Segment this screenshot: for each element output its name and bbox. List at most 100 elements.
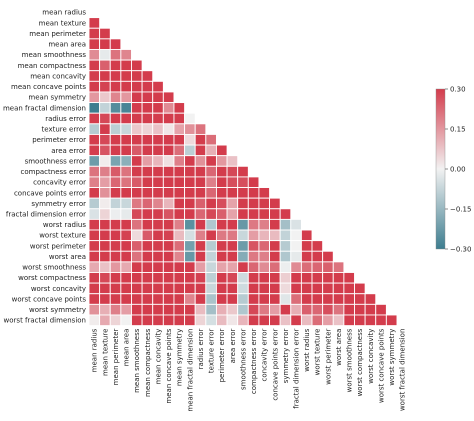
- heatmap-cell: [247, 218, 260, 231]
- heatmap-cell: [88, 176, 101, 188]
- heatmap-cell: [88, 197, 101, 210]
- heatmap-cell: [258, 282, 270, 295]
- heatmap-cell: [194, 272, 207, 284]
- heatmap-cell: [141, 272, 154, 284]
- y-tick-label: worst symmetry: [29, 306, 86, 314]
- colorbar-tick-label: 0.15: [450, 125, 466, 133]
- heatmap-cell: [173, 133, 186, 146]
- heatmap-cell: [194, 303, 207, 316]
- heatmap-cell: [88, 218, 101, 231]
- colorbar-tick-label: −0.15: [450, 205, 471, 213]
- y-tick-label: mean perimeter: [29, 30, 86, 38]
- x-tick-label: mean concavity: [154, 329, 162, 385]
- heatmap-cell: [237, 261, 249, 273]
- heatmap-cell: [205, 261, 217, 273]
- heatmap-cell: [343, 303, 355, 316]
- heatmap-cell: [332, 303, 345, 316]
- x-tick-label: worst perimeter: [324, 328, 332, 384]
- heatmap-cell: [300, 261, 313, 273]
- heatmap-cell: [226, 155, 239, 167]
- heatmap-cell: [141, 80, 154, 93]
- heatmap-cell: [131, 176, 143, 188]
- heatmap-cell: [131, 112, 143, 125]
- heatmap-cell: [109, 176, 122, 188]
- heatmap-cell: [247, 293, 260, 305]
- heatmap-cell: [88, 80, 101, 93]
- heatmap-cell: [205, 282, 217, 295]
- heatmap-cell: [109, 165, 122, 178]
- heatmap-cell: [162, 314, 175, 327]
- heatmap-cell: [99, 218, 111, 231]
- heatmap-cell: [194, 165, 207, 178]
- heatmap-cell: [109, 208, 122, 220]
- heatmap-cell: [131, 187, 143, 199]
- heatmap-cell: [141, 112, 154, 125]
- heatmap-cell: [88, 165, 101, 178]
- colorbar-ticks: 0.30 0.15 0.00 −0.15 −0.30: [445, 85, 471, 253]
- heatmap-cell: [109, 123, 122, 135]
- heatmap-cell: [120, 176, 132, 188]
- heatmap-cell: [184, 218, 196, 231]
- heatmap-cell: [332, 314, 345, 327]
- heatmap-cell: [109, 49, 122, 61]
- heatmap-cell: [88, 314, 101, 327]
- heatmap-cell: [290, 261, 302, 273]
- heatmap-cell: [258, 261, 270, 273]
- heatmap-cell: [226, 303, 239, 316]
- heatmap-cell: [162, 112, 175, 125]
- heatmap-cell: [269, 250, 281, 263]
- heatmap-cell: [247, 197, 260, 210]
- heatmap-cell: [109, 155, 122, 167]
- y-tick-label: mean texture: [39, 19, 86, 27]
- heatmap-cell: [152, 208, 164, 220]
- heatmap-cell: [109, 218, 122, 231]
- heatmap-cell: [269, 303, 281, 316]
- heatmap-cell: [247, 303, 260, 316]
- heatmap-cell: [152, 240, 164, 252]
- heatmap-cell: [247, 314, 260, 327]
- heatmap-cell: [120, 165, 132, 178]
- heatmap-cell: [109, 38, 122, 50]
- heatmap-cell: [184, 208, 196, 220]
- heatmap-cell: [141, 261, 154, 273]
- heatmap-cell: [109, 80, 122, 93]
- heatmap-cell: [141, 218, 154, 231]
- heatmap-cell: [141, 155, 154, 167]
- heatmap-cell: [279, 303, 292, 316]
- x-tick-label: mean compactness: [144, 328, 152, 397]
- heatmap-cell: [184, 155, 196, 167]
- heatmap-cell: [258, 272, 270, 284]
- heatmap-cell: [120, 303, 132, 316]
- heatmap-cell: [152, 91, 164, 104]
- heatmap-cell: [269, 229, 281, 242]
- x-tick-label: worst compactness: [356, 328, 364, 396]
- heatmap-cell: [332, 282, 345, 295]
- heatmap-cell: [205, 208, 217, 220]
- heatmap-cell: [131, 303, 143, 316]
- x-tick-labels: mean radius mean texture mean perimeter mea…: [91, 328, 407, 411]
- heatmap-cell: [247, 240, 260, 252]
- heatmap-cell: [141, 91, 154, 104]
- y-tick-label: worst compactness: [18, 274, 86, 282]
- heatmap-cell: [99, 49, 111, 61]
- heatmap-cell: [226, 240, 239, 252]
- heatmap-cell: [162, 240, 175, 252]
- heatmap-cell: [162, 144, 175, 157]
- heatmap-cell: [300, 250, 313, 263]
- heatmap-cell: [184, 282, 196, 295]
- y-tick-label: mean symmetry: [28, 94, 86, 102]
- y-tick-label: worst fractal dimension: [4, 317, 86, 325]
- heatmap-cell: [205, 187, 217, 199]
- heatmap-cell: [162, 272, 175, 284]
- x-tick-label: area error: [229, 328, 237, 363]
- heatmap-cell: [131, 282, 143, 295]
- heatmap-cell: [131, 80, 143, 93]
- colorbar-tick-label: −0.30: [450, 245, 471, 253]
- heatmap-cell: [131, 144, 143, 157]
- x-tick-label: smoothness error: [239, 328, 247, 390]
- y-tick-label: texture error: [42, 126, 87, 134]
- heatmap-cell: [162, 303, 175, 316]
- heatmap-cell: [109, 240, 122, 252]
- colorbar: 0.30 0.15 0.00 −0.15 −0.30: [435, 85, 471, 253]
- heatmap-cell: [311, 261, 324, 273]
